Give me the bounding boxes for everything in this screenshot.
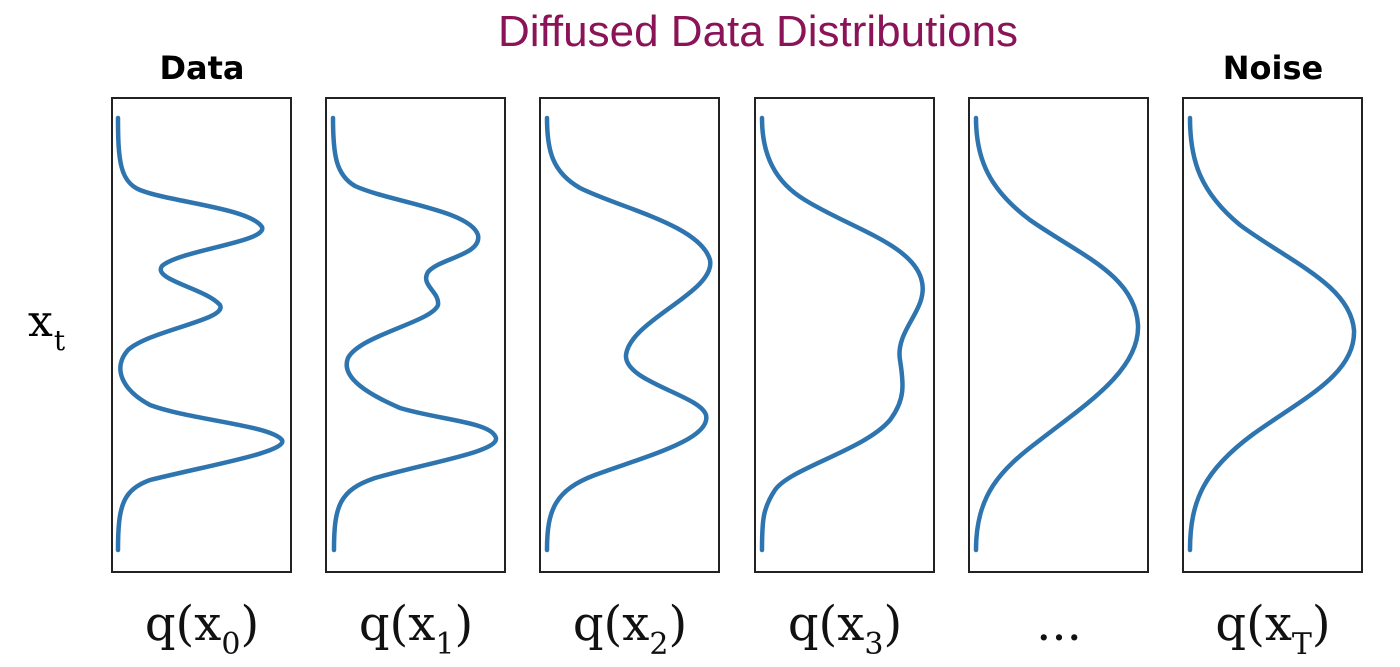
noise-label: Noise xyxy=(1222,49,1324,87)
caption-close: ) xyxy=(1311,596,1331,652)
data-label: Data xyxy=(159,49,245,87)
caption-text: q(x xyxy=(787,596,865,652)
panel-caption-2: q(x2) xyxy=(530,594,730,662)
caption-subscript: T xyxy=(1291,627,1312,662)
panel-frame-2 xyxy=(539,97,720,573)
panel-frame-0 xyxy=(111,97,292,573)
panel-frame-4 xyxy=(968,97,1149,573)
caption-text: ... xyxy=(1036,596,1082,652)
density-curve-1 xyxy=(330,115,499,553)
panel-caption-3: q(x3) xyxy=(745,594,945,662)
panel-frame-5 xyxy=(1182,97,1363,573)
panel-frame-1 xyxy=(325,97,506,573)
caption-close: ) xyxy=(240,596,260,652)
caption-subscript: 2 xyxy=(649,627,669,662)
caption-text: q(x xyxy=(1215,596,1292,652)
caption-text: q(x xyxy=(358,596,436,652)
density-curve-4 xyxy=(973,115,1141,553)
panel-caption-4: ... xyxy=(959,594,1159,661)
panel-caption-0: q(x0) xyxy=(102,594,302,662)
panel-5 xyxy=(1182,97,1363,573)
caption-text: q(x xyxy=(144,596,222,652)
density-curve-2 xyxy=(544,115,713,553)
panel-4 xyxy=(968,97,1149,573)
caption-close: ) xyxy=(454,596,474,652)
panel-3 xyxy=(754,97,935,573)
caption-subscript: 0 xyxy=(221,627,241,662)
diagram-title: Diffused Data Distributions xyxy=(497,7,1019,56)
density-curve-3 xyxy=(759,115,925,553)
caption-subscript: 1 xyxy=(435,627,455,662)
caption-close: ) xyxy=(883,596,903,652)
panel-frame-3 xyxy=(754,97,935,573)
panel-1 xyxy=(325,97,506,573)
caption-text: q(x xyxy=(572,596,650,652)
panel-caption-1: q(x1) xyxy=(316,594,516,662)
panel-0 xyxy=(111,97,292,573)
panel-2 xyxy=(539,97,720,573)
density-curve-5 xyxy=(1187,115,1357,553)
caption-close: ) xyxy=(668,596,688,652)
axis-label: xt xyxy=(28,296,65,357)
density-curve-0 xyxy=(115,115,285,553)
caption-subscript: 3 xyxy=(864,627,884,662)
axis-label-main: x xyxy=(28,296,53,347)
panel-caption-5: q(xT) xyxy=(1173,594,1373,662)
axis-label-subscript: t xyxy=(53,324,66,357)
